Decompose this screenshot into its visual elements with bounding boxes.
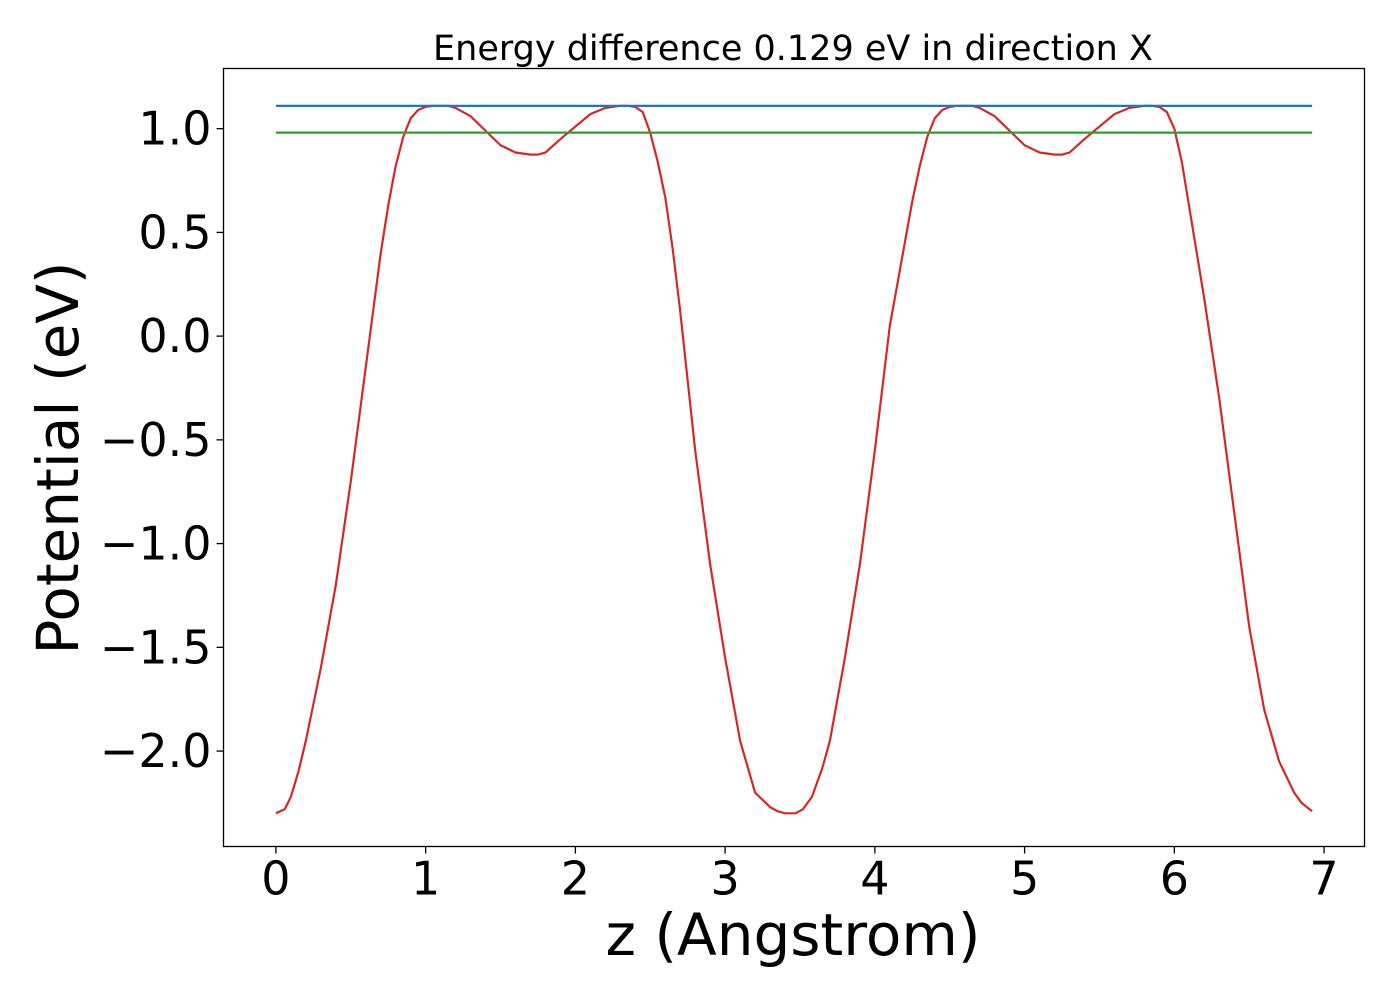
x-axis-ticks: 0 1 2 3 4 5 6 7 [261,846,1339,906]
x-tick-label: 2 [561,852,590,906]
x-tick-label: 1 [411,852,440,906]
y-tick-label: −0.5 [100,413,212,467]
chart-title: Energy difference 0.129 eV in direction … [433,29,1153,69]
y-tick-label: 0.0 [138,309,211,363]
x-tick-label: 6 [1160,852,1189,906]
x-tick-label: 5 [1010,852,1039,906]
y-tick-label: 0.5 [138,205,211,259]
series-line-0 [275,104,1313,815]
y-axis-ticks: 1.0 0.5 0.0 −0.5 −1.0 −1.5 −2.0 [100,102,224,778]
y-tick-label: −2.0 [100,724,212,778]
series-layer [275,104,1313,815]
y-axis-label: Potential (eV) [24,261,92,654]
x-tick-label: 7 [1309,852,1338,906]
plot-frame [222,67,1366,848]
x-tick-label: 4 [860,852,889,906]
x-tick-label: 0 [261,852,290,906]
x-tick-label: 3 [710,852,739,906]
y-tick-label: −1.0 [100,517,212,571]
x-axis-label: z (Angstrom) [606,901,981,969]
y-tick-label: −1.5 [100,620,212,674]
y-tick-label: 1.0 [138,102,211,156]
